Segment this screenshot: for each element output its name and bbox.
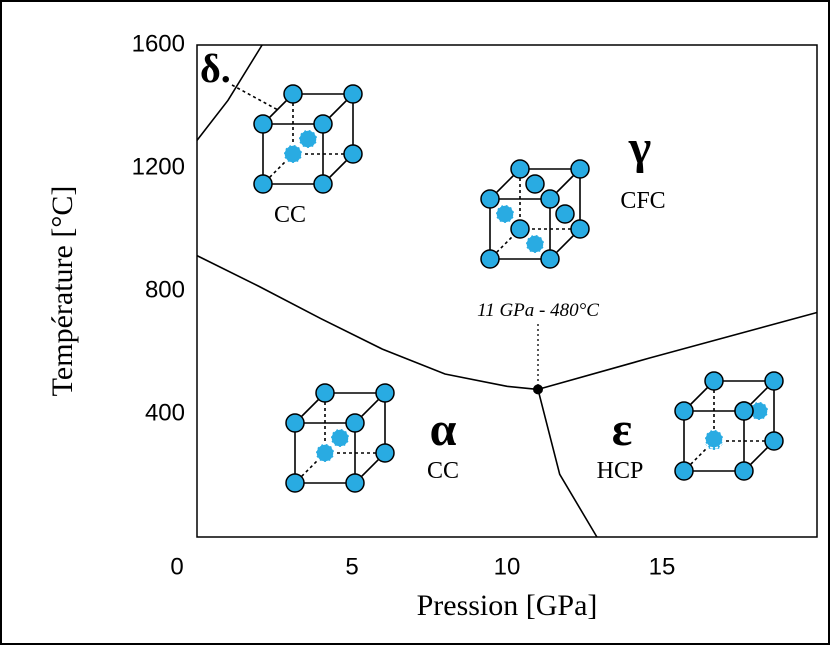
x-tick-label: 5 bbox=[345, 553, 358, 580]
phase-symbol: α bbox=[430, 403, 457, 456]
atom bbox=[298, 129, 318, 149]
cube-edge bbox=[231, 84, 279, 111]
phase-boundary bbox=[537, 311, 818, 391]
atom bbox=[540, 249, 560, 269]
atom bbox=[283, 144, 303, 164]
phase-structure: CC bbox=[427, 458, 459, 484]
atom bbox=[343, 84, 363, 104]
x-axis-title: Pression [GPa] bbox=[417, 589, 598, 622]
atom bbox=[285, 413, 305, 433]
triple-point bbox=[533, 384, 543, 395]
y-tick-label: 1600 bbox=[132, 30, 185, 57]
phase-symbol: ε bbox=[612, 403, 633, 456]
atom bbox=[570, 219, 590, 239]
atom bbox=[343, 144, 363, 164]
phase-boundary bbox=[196, 44, 263, 141]
x-tick-label: 0 bbox=[170, 553, 183, 580]
x-tick-label: 15 bbox=[649, 553, 676, 580]
y-tick-label: 400 bbox=[145, 399, 185, 426]
atom bbox=[510, 159, 530, 179]
atom bbox=[315, 383, 335, 403]
atom bbox=[375, 383, 395, 403]
triple-point-label: 11 GPa - 480°C bbox=[477, 300, 599, 321]
atom bbox=[345, 473, 365, 493]
atom bbox=[525, 234, 545, 254]
atom bbox=[315, 443, 335, 463]
atom bbox=[330, 428, 350, 448]
atom bbox=[704, 371, 724, 391]
phase-symbol: γ bbox=[628, 121, 651, 174]
atom bbox=[764, 371, 784, 391]
atom bbox=[480, 189, 500, 209]
atom bbox=[764, 431, 784, 451]
atom bbox=[253, 114, 273, 134]
plot-frame bbox=[196, 44, 818, 538]
atom bbox=[285, 473, 305, 493]
phase-structure: CC bbox=[274, 202, 306, 228]
atom bbox=[734, 401, 754, 421]
atom bbox=[674, 461, 694, 481]
crystal-icons bbox=[231, 84, 784, 493]
atom bbox=[345, 413, 365, 433]
atom bbox=[525, 174, 545, 194]
y-tick-label: 800 bbox=[145, 276, 185, 303]
atom bbox=[313, 114, 333, 134]
atom bbox=[734, 461, 754, 481]
atom bbox=[495, 204, 515, 224]
atom bbox=[313, 174, 333, 194]
atom bbox=[570, 159, 590, 179]
y-axis-title: Température [°C] bbox=[46, 186, 79, 397]
atom bbox=[555, 204, 575, 224]
phase-symbol: δ. bbox=[200, 46, 231, 91]
phase-boundary bbox=[537, 389, 598, 538]
phase-structure: CFC bbox=[620, 188, 665, 214]
atom bbox=[283, 84, 303, 104]
atom bbox=[375, 443, 395, 463]
phase-structure: HCP bbox=[597, 458, 644, 484]
atom bbox=[704, 429, 724, 449]
atom bbox=[540, 189, 560, 209]
atom bbox=[674, 401, 694, 421]
x-tick-label: 10 bbox=[494, 553, 521, 580]
atom bbox=[253, 174, 273, 194]
atom bbox=[510, 219, 530, 239]
atom bbox=[480, 249, 500, 269]
atom bbox=[749, 401, 769, 421]
phase-boundary bbox=[196, 254, 539, 391]
y-tick-label: 1200 bbox=[132, 153, 185, 180]
